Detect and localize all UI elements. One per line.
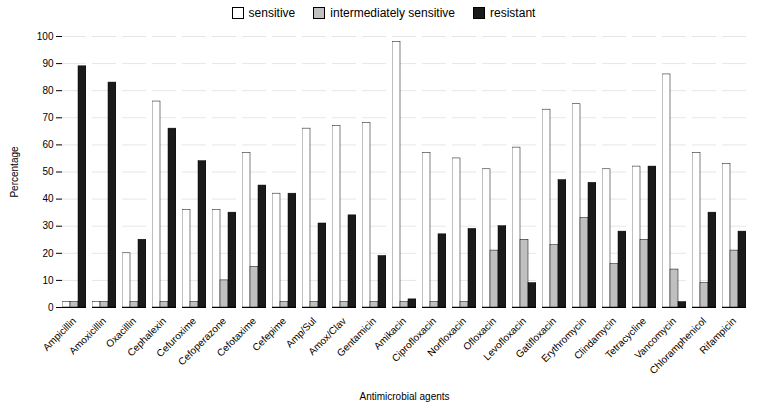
html-text:intermediately sensitive: intermediately sensitive	[330, 6, 455, 20]
svg-text:20: 20	[42, 248, 54, 259]
svg-text:Vancomycin: Vancomycin	[632, 315, 679, 361]
svg-text:Amoxicillin: Amoxicillin	[67, 315, 108, 356]
svg-text:30: 30	[42, 220, 54, 231]
svg-text:Erythromycin: Erythromycin	[539, 315, 589, 365]
svg-text:Amp/Sul: Amp/Sul	[283, 315, 319, 350]
svg-text:60: 60	[42, 139, 54, 150]
svg-text:70: 70	[42, 112, 54, 123]
svg-text:Levofloxacin: Levofloxacin	[481, 315, 529, 363]
svg-text:40: 40	[42, 193, 54, 204]
svg-text:Norfloxacin: Norfloxacin	[425, 315, 468, 358]
svg-text:Amox/Clav: Amox/Clav	[306, 315, 349, 358]
svg-text:Cefepime: Cefepime	[250, 315, 288, 353]
svg-text:Antimicrobial agents: Antimicrobial agents	[359, 391, 449, 402]
svg-text:Tetracycline: Tetracycline	[603, 315, 649, 361]
svg-text:Ciprofloxacin: Ciprofloxacin	[389, 315, 439, 364]
svg-text:Amikacin: Amikacin	[371, 315, 409, 352]
svg-text:Cefoperazone: Cefoperazone	[176, 315, 229, 368]
svg-text:Cephalexin: Cephalexin	[125, 315, 169, 359]
svg-text:Gentamicin: Gentamicin	[335, 315, 379, 359]
svg-text:80: 80	[42, 85, 54, 96]
svg-text:Oxacillin: Oxacillin	[103, 315, 139, 350]
svg-text:Percentage: Percentage	[9, 146, 20, 198]
svg-text:10: 10	[42, 275, 54, 286]
svg-text:90: 90	[42, 58, 54, 69]
svg-text:Gatifloxacin: Gatifloxacin	[513, 315, 559, 360]
svg-text:Ampicillin: Ampicillin	[40, 315, 79, 353]
svg-text:Ofloxacin: Ofloxacin	[460, 315, 499, 353]
html-text:resistant: resistant	[490, 6, 536, 20]
svg-text:0: 0	[48, 302, 54, 313]
svg-text:100: 100	[37, 31, 54, 42]
svg-text:Chloramphenicol: Chloramphenicol	[647, 315, 709, 377]
svg-text:Cefotaxime: Cefotaxime	[215, 315, 259, 359]
svg-text:Clindamycin: Clindamycin	[571, 315, 619, 362]
svg-text:50: 50	[42, 166, 54, 177]
svg-text:Rifampicin: Rifampicin	[697, 315, 738, 356]
svg-text:Cefuroxime: Cefuroxime	[154, 315, 199, 360]
html-text:sensitive: sensitive	[248, 6, 296, 20]
